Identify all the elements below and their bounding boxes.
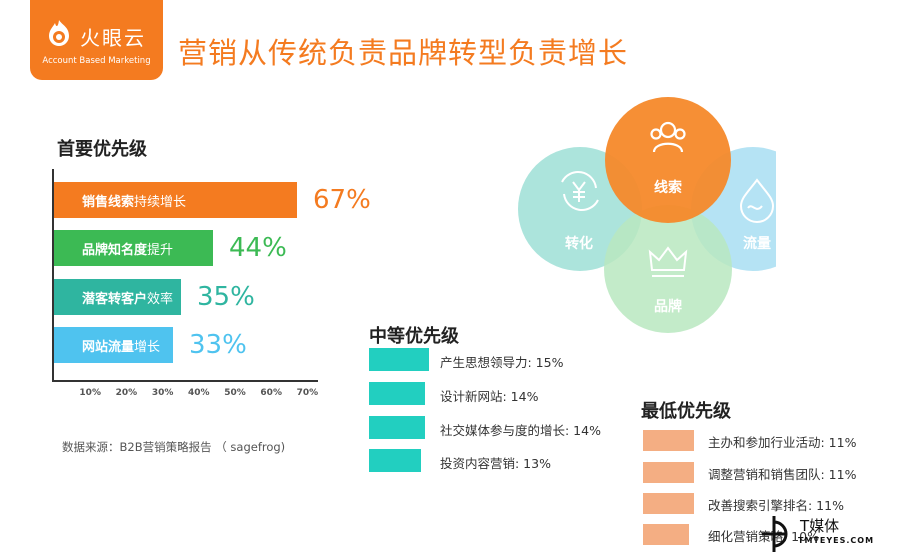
high-priority-bar: 销售线索持续增长 <box>54 182 297 218</box>
x-tick-label: 40% <box>188 388 210 398</box>
bar-value-label: 67% <box>313 185 371 215</box>
bar-label-rest: 持续增长 <box>134 195 187 210</box>
bar-label: 销售线索持续增长 <box>82 191 186 210</box>
x-tick-label: 20% <box>115 388 138 398</box>
medium-priority-bar <box>369 449 421 472</box>
flame-eye-icon <box>49 20 69 46</box>
tmt-logo-icon <box>762 516 788 552</box>
logo-subtitle: Account Based Marketing <box>42 56 151 66</box>
brand-logo-badge: 火眼云 Account Based Marketing <box>30 0 163 80</box>
medium-priority-label: 社交媒体参与度的增长: 14% <box>440 423 601 438</box>
people-icon <box>650 121 686 153</box>
bar-label-rest: 效率 <box>147 292 174 307</box>
chart-y-axis <box>52 169 54 381</box>
low-priority-label: 改善搜索引擎排名: 11% <box>708 498 844 513</box>
chart-x-axis <box>52 380 318 382</box>
medium-priority-title: 中等优先级 <box>369 326 459 347</box>
low-priority-label: 细化营销策略: 10% <box>708 529 819 544</box>
bar-label-rest: 增长 <box>134 340 161 355</box>
x-tick-label: 60% <box>260 388 282 398</box>
venn-circle-leads <box>605 97 731 223</box>
bar-value-label: 44% <box>229 233 287 263</box>
medium-priority-bar <box>369 382 425 405</box>
bar-label: 品牌知名度提升 <box>82 239 173 258</box>
low-priority-bar <box>643 524 689 545</box>
bar-value-label: 35% <box>197 282 255 312</box>
low-priority-bar <box>643 430 694 451</box>
bar-label-bold: 潜客转客户 <box>82 292 148 307</box>
bar-value-label: 33% <box>189 330 247 360</box>
watermark: T媒体 TMTEYES.COM <box>752 512 902 559</box>
venn-diagram: 线索 转化 流量 品牌 <box>518 97 776 333</box>
bar-label-bold: 品牌知名度 <box>82 243 148 258</box>
medium-priority-label: 投资内容营销: 13% <box>440 456 551 471</box>
water-drop-icon <box>739 178 775 223</box>
venn-label-brand: 品牌 <box>654 298 682 315</box>
bar-label: 潜客转客户效率 <box>82 288 173 307</box>
data-source-note: 数据来源：B2B营销策略报告 （ sagefrog) <box>62 440 286 454</box>
bar-label-rest: 提升 <box>147 243 174 258</box>
x-tick-label: 70% <box>296 388 319 398</box>
low-priority-bar <box>643 493 694 514</box>
watermark-url: TMTEYES.COM <box>798 536 875 545</box>
medium-priority-bar <box>369 348 429 371</box>
yen-cycle-icon <box>561 171 599 211</box>
venn-label-leads: 线索 <box>654 179 682 196</box>
venn-label-traffic: 流量 <box>743 235 771 252</box>
page-title: 营销从传统负责品牌转型负责增长 <box>178 36 629 70</box>
low-priority-bar <box>643 462 694 483</box>
crown-icon <box>648 246 688 277</box>
x-tick-label: 30% <box>151 388 174 398</box>
logo-name: 火眼云 <box>80 26 146 50</box>
bar-label-bold: 销售线索 <box>82 195 135 210</box>
venn-label-conversion: 转化 <box>565 235 593 252</box>
high-priority-title: 首要优先级 <box>57 139 147 160</box>
bar-label: 网站流量增长 <box>82 336 160 355</box>
x-tick-label: 10% <box>79 388 101 398</box>
medium-priority-label: 产生思想领导力: 15% <box>440 355 564 370</box>
medium-priority-label: 设计新网站: 14% <box>440 389 539 404</box>
high-priority-bar: 品牌知名度提升 <box>54 230 213 266</box>
low-priority-label: 调整营销和销售团队: 11% <box>708 467 857 482</box>
medium-priority-bar <box>369 416 425 439</box>
high-priority-bar: 网站流量增长 <box>54 327 173 363</box>
bar-label-bold: 网站流量 <box>82 340 135 355</box>
high-priority-bar: 潜客转客户效率 <box>54 279 181 315</box>
watermark-name: T媒体 <box>800 517 840 535</box>
low-priority-title: 最低优先级 <box>641 401 731 422</box>
x-tick-label: 50% <box>224 388 246 398</box>
low-priority-label: 主办和参加行业活动: 11% <box>708 435 857 450</box>
